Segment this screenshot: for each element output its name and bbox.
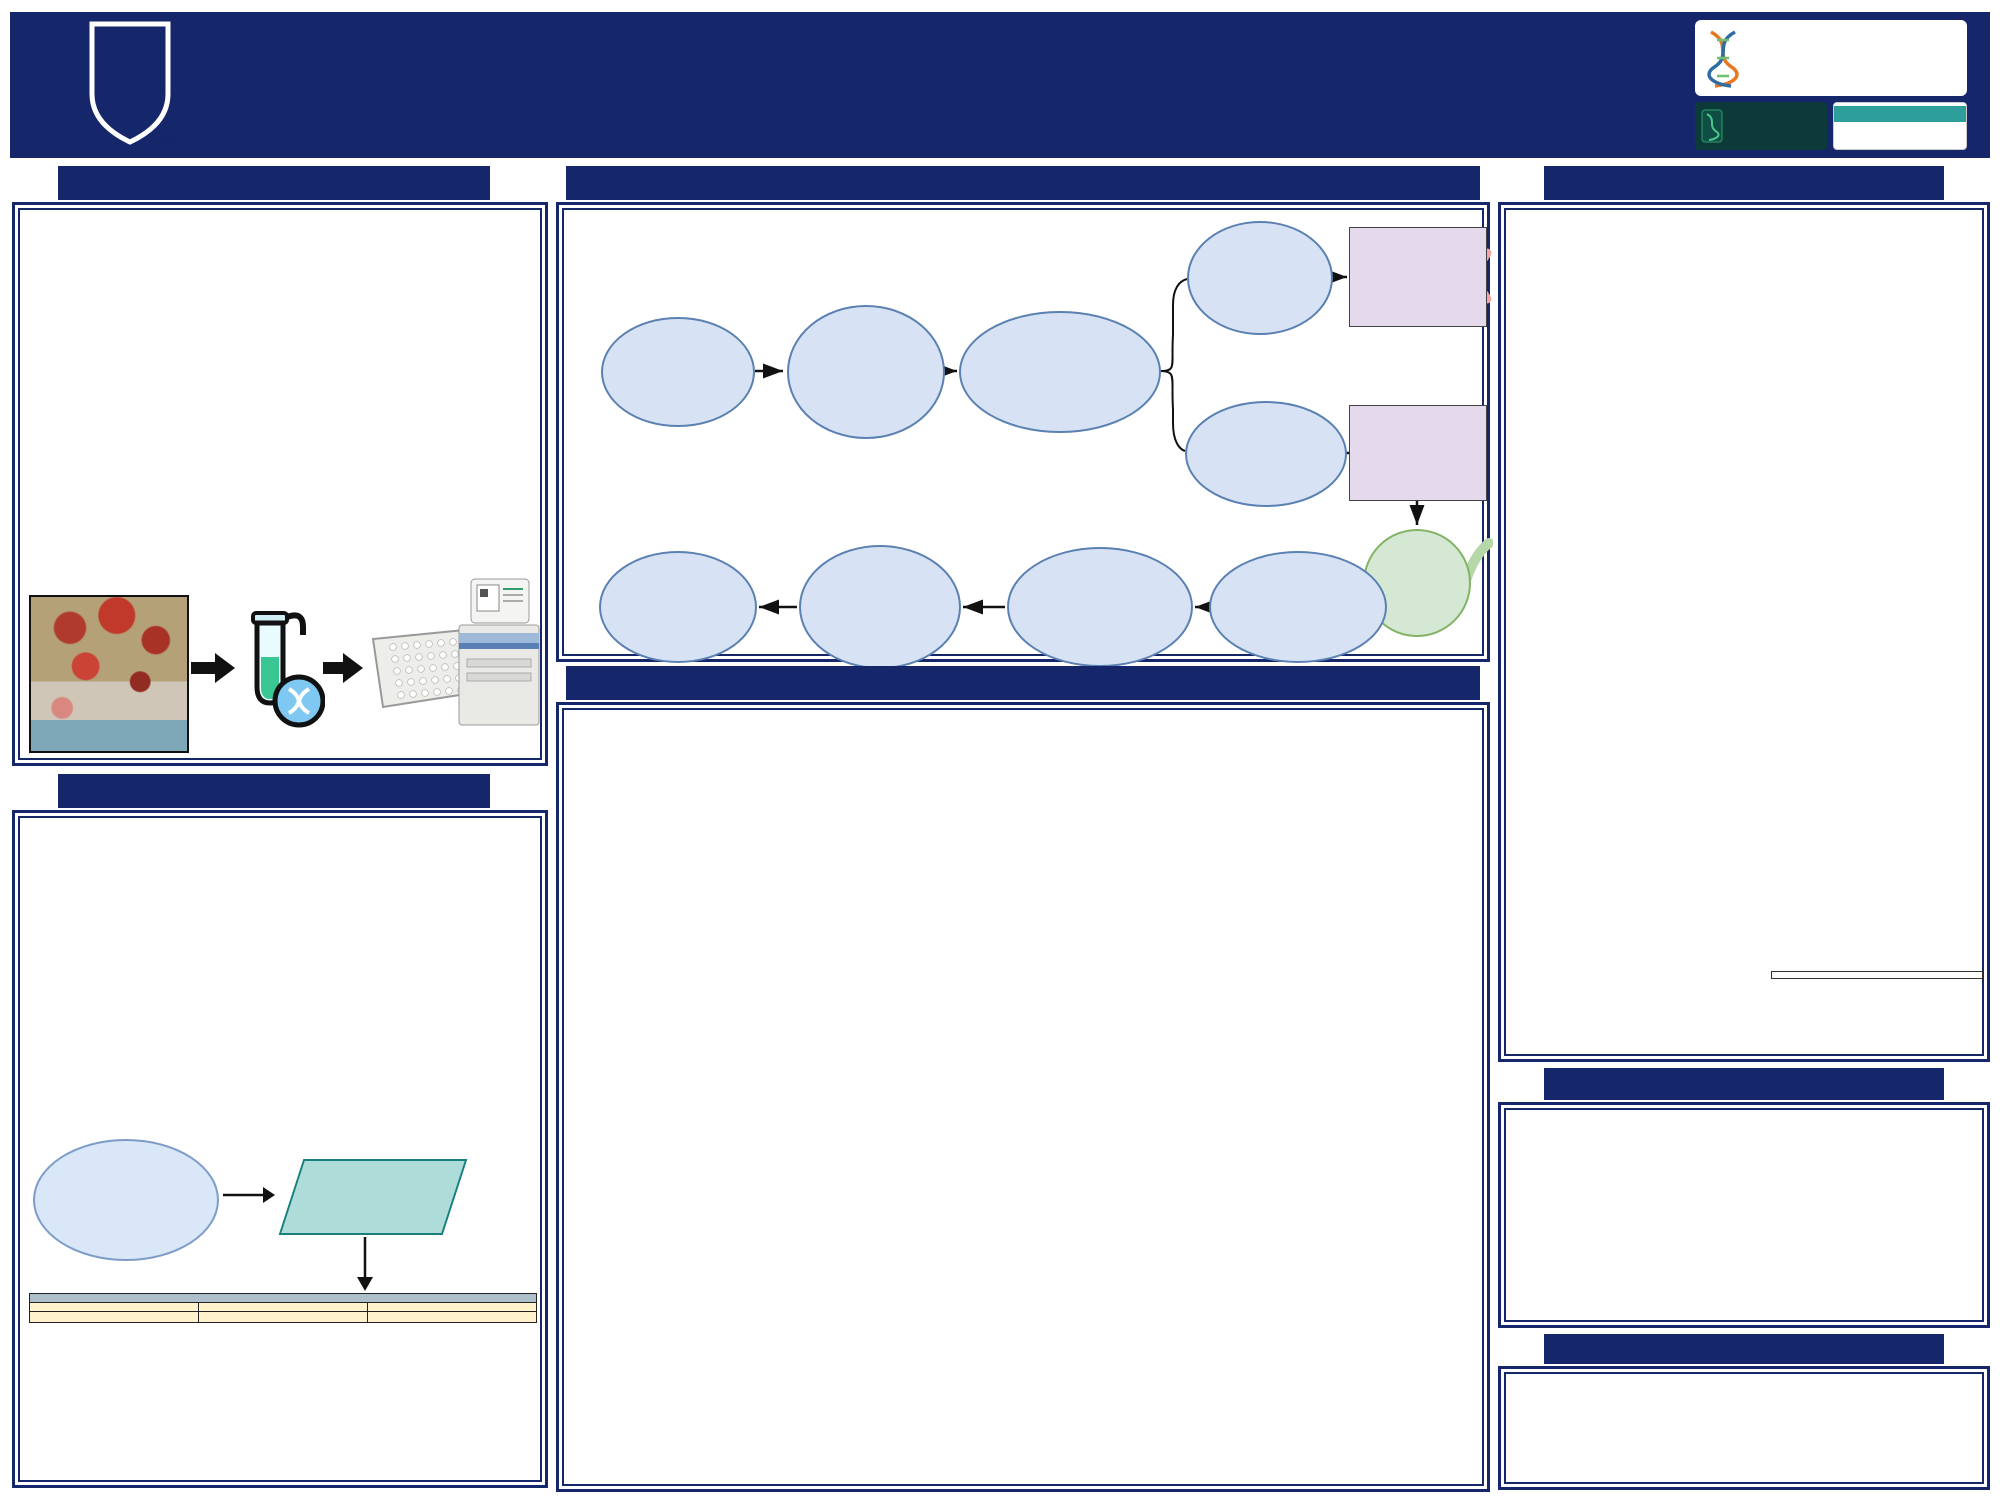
- bins-col-euk: [29, 1302, 199, 1312]
- metagenomic-assembly-node: [33, 1139, 219, 1261]
- methodology-header: [58, 774, 490, 808]
- lamprey-banner: [1834, 106, 1966, 122]
- introduction-header: [58, 166, 490, 200]
- workflow-node-comparative-genomics: [799, 545, 961, 669]
- workflow-node-initial-assessment: [959, 311, 1161, 433]
- evaluation-header: [566, 666, 1480, 700]
- eukfinder-node: [278, 1159, 468, 1235]
- bins-col-prok: [367, 1302, 537, 1312]
- references-text: [1507, 1375, 1981, 1390]
- methodology-panel: [12, 810, 548, 1488]
- lamprey-river-logo: [1833, 102, 1967, 150]
- results-header: [1544, 166, 1944, 200]
- bins-table: [29, 1293, 537, 1323]
- blob-plot-before: [571, 715, 935, 1077]
- tree-families-legend: [1771, 971, 1983, 979]
- svg-text:®: ®: [162, 134, 172, 145]
- workflow-node-metagenomic-assembly: [787, 305, 945, 439]
- references-header: [1544, 1334, 1944, 1364]
- dna-extraction-icon: [251, 611, 325, 728]
- workflow-node-genome-annotation: [1209, 551, 1387, 663]
- meed-dna-icon: [1701, 109, 1723, 143]
- hcgs-logo: [1695, 20, 1967, 96]
- meed-lab-logo: [1695, 102, 1827, 150]
- bins-table-title: [29, 1293, 537, 1303]
- bins-cell-eunk: [198, 1311, 368, 1323]
- workflow-header: [566, 166, 1480, 200]
- busco-chart: [945, 1117, 1475, 1419]
- workflow-overfiltered-box: [1349, 227, 1487, 327]
- toad-lesion-photo: [29, 595, 189, 753]
- phylogenetic-tree-figure: [1509, 769, 1811, 1053]
- bins-col-eunk: [198, 1302, 368, 1312]
- sequencer-icon: [458, 578, 540, 726]
- introduction-panel: [12, 202, 548, 766]
- header-band: [10, 12, 1990, 158]
- results-panel: [1498, 202, 1990, 1062]
- workflow-node-gc-filtering: [1187, 221, 1333, 335]
- conclusions-panel: [1498, 1102, 1990, 1328]
- workflow-node-phylogenetic-placement: [599, 551, 757, 663]
- blob-plot-after: [939, 715, 1269, 1077]
- pipeline-arrow-icon: [323, 653, 363, 683]
- references-panel: [1498, 1366, 1990, 1490]
- workflow-node-blast-removal: [1185, 401, 1347, 507]
- workflow-panel: [556, 202, 1493, 669]
- bins-cell-prok: [367, 1311, 537, 1323]
- unh-shield-logo: ®: [89, 21, 172, 145]
- workflow-targeted-removal-box: [1349, 405, 1487, 501]
- diagram-down-arrow-icon: [357, 1237, 373, 1291]
- bins-cell-euk: [29, 1311, 199, 1323]
- dna-helix-icon: [1707, 30, 1739, 88]
- pipeline-arrow-icon: [191, 653, 235, 683]
- workflow-node-raw-reads: [601, 317, 755, 427]
- evaluation-panel: [556, 702, 1490, 1492]
- conclusions-header: [1544, 1068, 1944, 1100]
- workflow-node-protein-prediction: [1007, 547, 1193, 667]
- diagram-arrow-icon: [223, 1187, 275, 1203]
